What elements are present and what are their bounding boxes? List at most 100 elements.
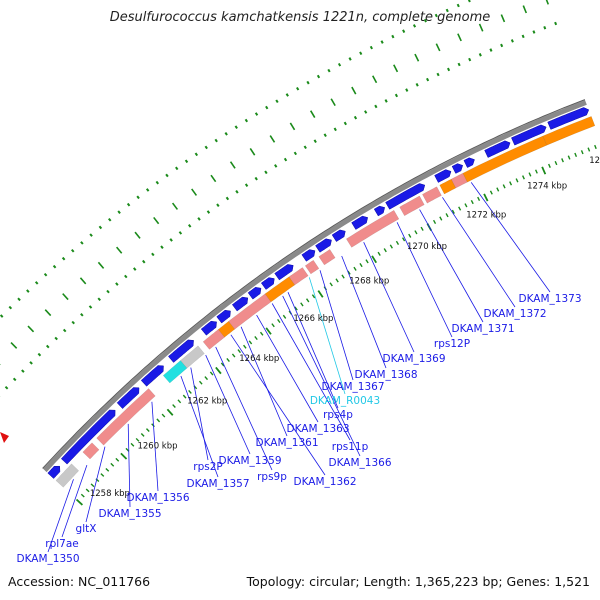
backbone-edge <box>42 99 586 469</box>
grid-dot <box>235 190 239 194</box>
gene-label: rpl7ae <box>45 538 78 550</box>
grid-dot <box>88 305 93 309</box>
grid-dot <box>374 104 378 109</box>
scale-tick <box>105 468 110 472</box>
leader-line <box>190 367 209 461</box>
gene-label: gltX <box>76 523 97 535</box>
grid-dot <box>155 180 160 185</box>
grid-dot <box>264 170 268 175</box>
grid-dot <box>70 248 75 253</box>
scale-tick <box>305 298 310 303</box>
grid-dot <box>254 176 258 181</box>
scale-tick <box>80 493 85 498</box>
gene-label: rps2P <box>193 461 222 473</box>
scale-label: 1274 kbp <box>527 182 567 192</box>
grid-dot <box>224 132 228 136</box>
grid-dot <box>391 34 395 39</box>
forward-gene-arrow <box>547 107 590 130</box>
grid-dash <box>500 14 506 23</box>
grid-dot <box>478 53 482 57</box>
scale-tick <box>365 259 369 264</box>
gene-label: DKAM_1368 <box>355 369 418 381</box>
grid-dot <box>510 39 514 43</box>
leader-line <box>61 464 88 538</box>
grid-dot <box>126 202 131 207</box>
scale-tick <box>470 199 474 205</box>
scale-tick <box>204 376 209 381</box>
grid-dot <box>306 80 310 85</box>
scale-tick <box>574 152 578 157</box>
scale-tick <box>294 306 298 311</box>
grid-dot <box>275 99 279 104</box>
gene-label: DKAM_1362 <box>294 476 357 488</box>
scale-tick <box>248 340 253 345</box>
scale-tick <box>172 404 176 408</box>
scale-tick <box>594 144 597 150</box>
forward-gene-arrow <box>385 183 426 210</box>
grid-dot <box>285 93 289 97</box>
grid-dot <box>26 289 30 293</box>
grid-dot <box>353 115 358 120</box>
scale-tick <box>445 213 449 218</box>
reverse-gene-block <box>55 463 80 488</box>
grid-dash <box>351 86 357 95</box>
reverse-gene-block <box>542 116 596 146</box>
forward-strand-features <box>47 107 590 479</box>
scale-tick <box>477 196 481 201</box>
scale-tick <box>156 418 161 423</box>
grid-dot <box>160 245 164 249</box>
leader-line <box>282 295 361 457</box>
markers <box>0 432 9 443</box>
grid-dot <box>303 145 307 150</box>
gene-label: DKAM_1355 <box>99 508 162 520</box>
grid-dot <box>4 385 9 390</box>
grid-dot <box>37 352 42 357</box>
grid-dot <box>436 72 440 77</box>
grid-dot <box>52 264 57 269</box>
grid-dot <box>244 118 249 123</box>
scale-tick <box>329 282 333 287</box>
grid-dot <box>244 183 249 188</box>
grid-dot <box>225 196 230 201</box>
scale-tick <box>115 457 120 462</box>
grid-dot <box>108 217 112 222</box>
leader-line <box>240 326 288 437</box>
grid-dot <box>380 40 384 44</box>
grid-dot <box>115 282 119 286</box>
reverse-gene-block <box>399 195 425 217</box>
scale-tick <box>580 150 584 155</box>
grid-dot <box>0 314 4 318</box>
grid-dot <box>402 29 406 33</box>
leader-line <box>319 270 354 381</box>
gene-label: DKAM_1361 <box>256 437 319 449</box>
scale-tick <box>100 473 105 477</box>
gene-label: DKAM_1357 <box>187 478 250 490</box>
grid-dot <box>197 217 201 221</box>
scale-tick <box>226 358 230 363</box>
grid-dot <box>54 336 58 341</box>
scale-tick <box>311 294 316 299</box>
grid-dash <box>79 277 87 285</box>
grid-dot <box>151 252 155 257</box>
grid-dot <box>184 159 189 164</box>
grid-dot <box>434 13 438 18</box>
gene-label: DKAM_1359 <box>219 455 282 467</box>
grid-dot <box>29 361 33 365</box>
forward-gene-arrow <box>373 205 386 217</box>
leader-line <box>396 222 453 338</box>
forward-gene-arrow <box>351 215 368 230</box>
reverse-gene-block <box>82 442 100 460</box>
grid-dot <box>468 57 472 62</box>
scale-tick <box>509 181 513 186</box>
grid-dot <box>175 166 179 171</box>
label-leaders <box>47 182 551 553</box>
forward-gene-arrow <box>260 277 275 290</box>
grid-dot <box>12 377 17 382</box>
scale-tick <box>489 190 493 195</box>
grid-dot <box>117 210 121 214</box>
scale-tick <box>282 314 287 319</box>
leader-line <box>180 375 219 478</box>
grid-dash <box>134 231 141 239</box>
grid-dot <box>327 68 331 73</box>
grid-dot <box>426 77 430 82</box>
